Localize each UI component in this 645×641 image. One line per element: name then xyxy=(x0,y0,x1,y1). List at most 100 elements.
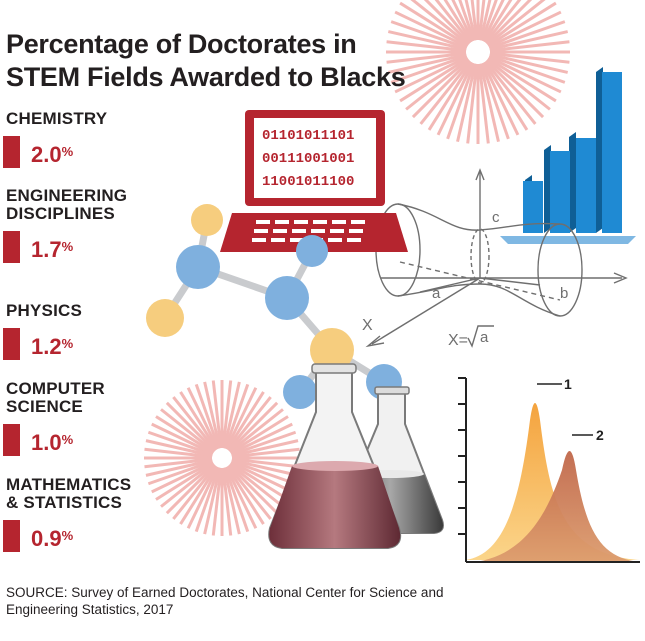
sunburst-ray xyxy=(223,383,250,450)
binary-line: 00111001001 xyxy=(262,151,354,167)
sunburst-ray xyxy=(155,415,215,454)
sunburst-ray xyxy=(144,447,213,459)
sunburst-ray xyxy=(484,0,522,44)
sunburst-ray xyxy=(221,467,233,536)
value-number: 2.0 xyxy=(31,142,62,167)
peak-label-1: 1 xyxy=(564,376,572,392)
sunburst-ray xyxy=(488,54,566,84)
keyboard-key xyxy=(292,229,306,233)
sunburst-ray xyxy=(172,464,217,520)
sunburst-ray xyxy=(231,457,300,469)
sunburst-ray xyxy=(160,463,216,508)
sunburst-ray xyxy=(186,466,220,529)
sunburst-ray xyxy=(443,0,473,43)
sunburst-ray xyxy=(145,458,213,477)
decorative-bar-chart-icon xyxy=(500,67,636,244)
value-unit: % xyxy=(61,432,74,447)
category-value: 2.0% xyxy=(31,139,73,168)
sunburst-ray xyxy=(147,430,214,457)
sunburst-ray xyxy=(434,0,472,44)
title-line: Percentage of Doctorates in xyxy=(6,29,357,59)
diagram-formula-left: X= xyxy=(448,332,468,349)
flask-icon-large xyxy=(268,363,402,549)
sunburst-ray xyxy=(221,380,233,449)
category-bar xyxy=(3,136,20,168)
sunburst-ray xyxy=(489,30,569,51)
value-unit: % xyxy=(61,336,74,351)
sunburst-ray xyxy=(227,464,272,520)
square-root-icon xyxy=(467,325,494,348)
sunburst-ray xyxy=(486,58,551,111)
sunburst-ray xyxy=(387,30,467,51)
sunburst-ray xyxy=(386,40,467,53)
sunburst-ray xyxy=(486,0,546,46)
sunburst-ray xyxy=(194,383,221,450)
sunburst-ray xyxy=(172,396,217,452)
sunburst-ray xyxy=(479,63,500,143)
sunburst-ray xyxy=(446,62,476,140)
sunburst-ray xyxy=(231,439,299,458)
sunburst-ray xyxy=(405,58,470,111)
sunburst-ray xyxy=(485,0,533,45)
sunburst-ray xyxy=(145,439,213,458)
sunburst-ray xyxy=(399,1,469,47)
sunburst-ray xyxy=(230,430,297,457)
sunburst-ray xyxy=(179,465,218,525)
binary-line: 11001011100 xyxy=(262,174,354,190)
sunburst-ray xyxy=(386,51,467,64)
sunburst-ray xyxy=(151,460,214,494)
value-number: 1.7 xyxy=(31,237,62,262)
keyboard-key xyxy=(290,238,304,242)
sunburst-ray xyxy=(489,51,570,64)
keyboard-key xyxy=(328,238,342,242)
sunburst-ray xyxy=(144,457,213,469)
sunburst-ray xyxy=(222,381,241,449)
sunburst-ray xyxy=(399,57,469,103)
keyboard-key xyxy=(332,220,346,224)
sunburst-ray xyxy=(230,422,293,456)
sunburst-ray xyxy=(229,415,289,454)
category-bar xyxy=(3,424,20,456)
sunburst-ray xyxy=(477,0,486,41)
sunburst-ray xyxy=(231,447,300,459)
category-label: CHEMISTRY xyxy=(6,109,108,128)
sunburst-ray xyxy=(390,20,468,50)
hyperboloid-diagram xyxy=(365,168,628,348)
sunburst-ray xyxy=(451,0,475,42)
sunburst-ray xyxy=(390,54,468,84)
value-unit: % xyxy=(61,528,74,543)
sunburst-ray xyxy=(165,464,216,515)
category-value: 1.2% xyxy=(31,331,73,360)
sunburst-ray xyxy=(436,62,475,136)
sunburst-ray xyxy=(222,467,241,535)
sunburst-ray xyxy=(231,458,299,477)
sunburst-ray xyxy=(160,408,216,453)
sunburst-ray xyxy=(228,463,284,508)
category-label: & STATISTICS xyxy=(6,493,123,512)
sunburst-ray xyxy=(488,20,566,50)
sunburst-ray xyxy=(483,61,529,131)
sunburst-ray xyxy=(485,59,545,119)
sunburst-ray xyxy=(477,63,490,144)
sunburst-ray xyxy=(487,1,557,47)
sunburst-ray xyxy=(165,401,216,452)
sunburst-ray xyxy=(483,0,513,43)
keyboard-key xyxy=(273,229,287,233)
peak-label-2: 2 xyxy=(596,427,604,443)
diagram-label-b: b xyxy=(560,285,568,302)
keyboard-key xyxy=(349,229,363,233)
sunburst-ray xyxy=(487,57,557,103)
sunburst-ray xyxy=(226,465,265,525)
sunburst-ray xyxy=(229,462,289,501)
category-bar xyxy=(3,328,20,360)
sunburst-ray xyxy=(481,0,505,42)
sunburst-ray xyxy=(203,381,222,449)
sunburst-ray xyxy=(488,10,562,49)
sunburst-decoration-bottom xyxy=(144,380,300,536)
sunburst-ray xyxy=(155,462,215,501)
sunburst-ray xyxy=(456,63,477,143)
sunburst-ray xyxy=(411,59,471,119)
sunburst-ray xyxy=(224,387,258,450)
sunburst-ray xyxy=(230,460,293,494)
